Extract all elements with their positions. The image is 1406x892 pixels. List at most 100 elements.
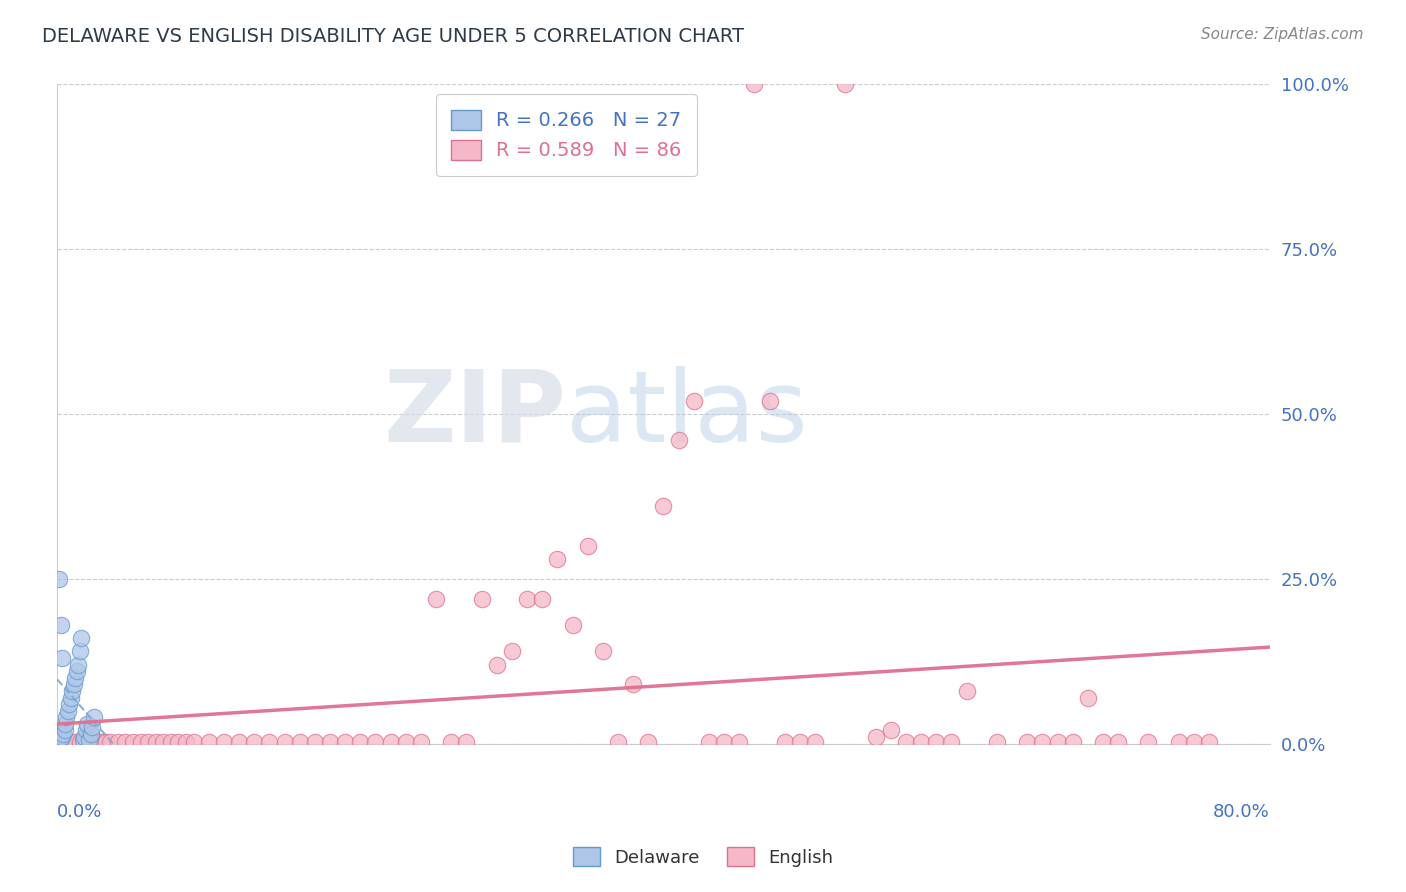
Point — [49, 618, 72, 632]
Point — [48, 572, 70, 586]
Point — [592, 644, 614, 658]
Text: Source: ZipAtlas.com: Source: ZipAtlas.com — [1201, 27, 1364, 42]
Point — [55, 710, 77, 724]
Point — [53, 717, 76, 731]
Point — [955, 684, 977, 698]
Point — [65, 734, 87, 748]
Point — [516, 591, 538, 606]
Point — [51, 730, 73, 744]
Point — [152, 734, 174, 748]
Point — [1046, 734, 1069, 748]
Point — [865, 730, 887, 744]
Point — [697, 734, 720, 748]
Point — [471, 591, 494, 606]
Point — [228, 734, 250, 748]
Point — [83, 710, 105, 724]
Point — [174, 734, 197, 748]
Point — [107, 734, 129, 748]
Point — [89, 734, 111, 748]
Point — [440, 734, 463, 748]
Point — [728, 734, 751, 748]
Point — [925, 734, 948, 748]
Point — [60, 734, 83, 748]
Point — [80, 720, 103, 734]
Text: 80.0%: 80.0% — [1213, 803, 1270, 821]
Point — [114, 734, 136, 748]
Point — [160, 734, 183, 748]
Point — [758, 393, 780, 408]
Point — [94, 734, 117, 748]
Point — [69, 734, 91, 748]
Point — [73, 730, 96, 744]
Point — [1107, 734, 1129, 748]
Point — [77, 733, 100, 747]
Point — [621, 677, 644, 691]
Point — [56, 704, 79, 718]
Point — [425, 591, 447, 606]
Text: atlas: atlas — [567, 366, 808, 463]
Point — [501, 644, 523, 658]
Point — [1167, 734, 1189, 748]
Point — [59, 690, 82, 705]
Point — [834, 78, 856, 92]
Point — [53, 723, 76, 738]
Point — [364, 734, 387, 748]
Point — [1091, 734, 1114, 748]
Point — [1031, 734, 1053, 748]
Point — [63, 677, 86, 691]
Point — [58, 697, 80, 711]
Point — [75, 723, 97, 738]
Point — [53, 734, 76, 748]
Point — [58, 734, 80, 748]
Point — [773, 734, 796, 748]
Point — [73, 734, 96, 748]
Point — [333, 734, 356, 748]
Point — [652, 500, 675, 514]
Point — [409, 734, 432, 748]
Point — [65, 671, 87, 685]
Point — [561, 618, 583, 632]
Point — [304, 734, 326, 748]
Point — [91, 734, 114, 748]
Point — [1198, 734, 1220, 748]
Point — [67, 657, 90, 672]
Point — [212, 734, 235, 748]
Point — [941, 734, 963, 748]
Point — [76, 734, 98, 748]
Point — [52, 727, 75, 741]
Point — [259, 734, 281, 748]
Point — [79, 734, 101, 748]
Point — [49, 733, 72, 747]
Point — [682, 393, 704, 408]
Point — [456, 734, 478, 748]
Point — [395, 734, 418, 748]
Point — [880, 723, 903, 738]
Text: ZIP: ZIP — [384, 366, 567, 463]
Point — [319, 734, 342, 748]
Point — [145, 734, 167, 748]
Point — [60, 684, 83, 698]
Point — [637, 734, 659, 748]
Point — [167, 734, 190, 748]
Point — [1182, 734, 1205, 748]
Point — [607, 734, 630, 748]
Point — [349, 734, 371, 748]
Point — [288, 734, 311, 748]
Point — [51, 734, 73, 748]
Point — [76, 717, 98, 731]
Point — [531, 591, 554, 606]
Point — [51, 651, 73, 665]
Point — [986, 734, 1008, 748]
Point — [197, 734, 219, 748]
Point — [84, 734, 107, 748]
Legend: Delaware, English: Delaware, English — [565, 840, 841, 874]
Point — [98, 734, 121, 748]
Point — [576, 539, 599, 553]
Point — [546, 552, 568, 566]
Point — [380, 734, 402, 748]
Point — [69, 644, 91, 658]
Point — [894, 734, 917, 748]
Point — [66, 664, 89, 678]
Point — [744, 78, 766, 92]
Point — [1077, 690, 1099, 705]
